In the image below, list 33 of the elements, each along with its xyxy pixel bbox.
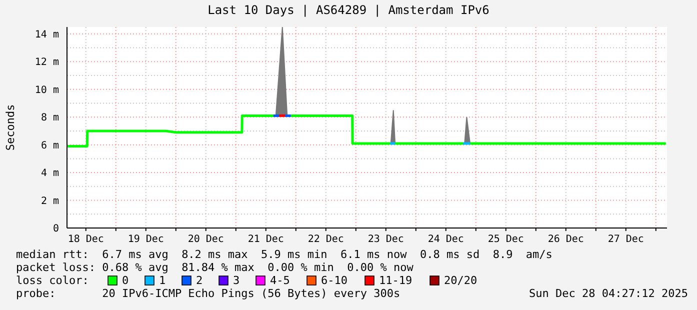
y-tick-label: 0 [52,224,59,234]
text: probe: 20 IPv6-ICMP Echo Pings (56 Bytes) every 300s [16,287,400,300]
legend-label: 1 [159,274,166,287]
legend-title: loss color: [16,274,89,287]
chart-title: Last 10 Days | AS64289 | Amsterdam IPv6 [208,3,490,17]
y-tick-label: 4 m [40,168,59,180]
legend-label: 3 [233,274,240,287]
x-tick-label: 26 Dec [548,234,584,245]
x-tick-label: 19 Dec [128,234,164,245]
y-tick-label: 6 m [40,140,59,152]
text: Sun Dec 28 04:27:12 2025 [529,287,688,300]
y-tick-label: 2 m [40,196,59,207]
y-axis-title: Seconds [4,104,17,151]
legend-label: 6-10 [321,274,348,287]
y-tick-label: 10 m [34,84,59,96]
legend-label: 11-19 [379,274,412,287]
x-tick-label: 22 Dec [308,234,344,245]
legend-label: 2 [196,274,203,287]
x-tick-label: 20 Dec [188,234,224,245]
y-tick-label: 14 m [34,29,59,40]
x-tick-label: 24 Dec [428,234,464,245]
text: median rtt: 6.7 ms avg 8.2 ms max 5.9 ms min 6.1 ms now 0.8 ms sd 8.9 am/s [16,248,552,261]
legend-label: 0 [122,274,129,287]
x-tick-label: 23 Dec [368,234,404,245]
text: packet loss: 0.68 % avg 81.84 % max 0.00 % min 0.00 % now [16,261,414,274]
x-tick-label: 21 Dec [248,234,284,245]
x-tick-label: 27 Dec [608,234,644,245]
legend-label: 4-5 [270,274,290,287]
x-tick-label: 18 Dec [68,234,104,245]
x-tick-label: 25 Dec [488,234,524,245]
y-tick-label: 12 m [34,57,59,68]
y-tick-label: 8 m [40,112,59,124]
legend-label: 20/20 [444,274,478,287]
